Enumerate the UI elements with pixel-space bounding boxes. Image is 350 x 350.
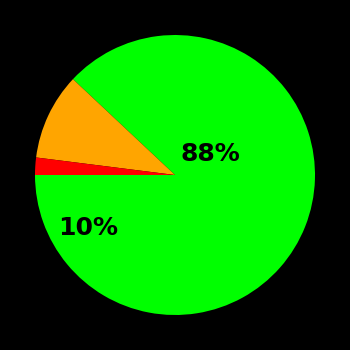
- Wedge shape: [35, 35, 315, 315]
- Wedge shape: [35, 158, 175, 175]
- Text: 10%: 10%: [58, 216, 118, 240]
- Text: 88%: 88%: [180, 142, 240, 166]
- Wedge shape: [36, 79, 175, 175]
